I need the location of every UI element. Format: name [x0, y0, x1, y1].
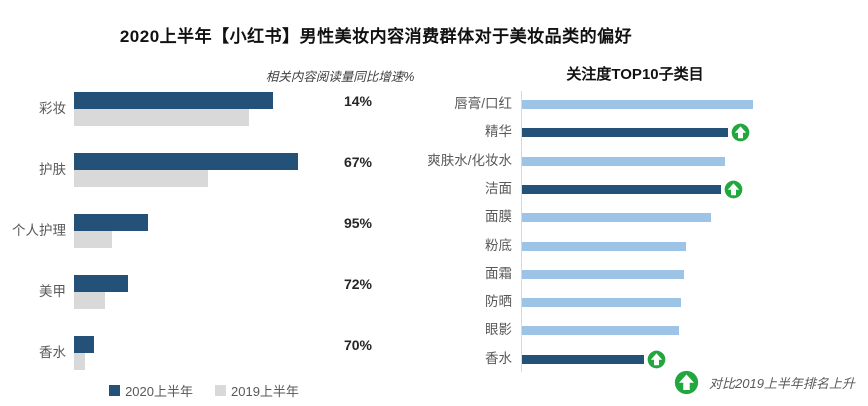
growth-value-3: 72% [343, 276, 373, 292]
legend-swatch-2019 [215, 385, 226, 396]
growth-value-4: 70% [343, 337, 373, 353]
left-category-label: 香水 [39, 345, 66, 360]
legend-label-2020: 2020上半年 [125, 384, 193, 399]
page-title: 2020上半年【小红书】男性美妆内容消费群体对于美妆品类的偏好 [119, 27, 633, 46]
right-category-label: 防晒 [485, 294, 512, 309]
bar-2020-1 [74, 153, 298, 170]
bar-2020-4 [74, 336, 94, 353]
rank-up-arrow-icon [674, 370, 699, 395]
attention-bar-6 [522, 270, 684, 279]
attention-bar-3 [522, 185, 721, 194]
attention-bar-2 [522, 157, 725, 166]
bar-2020-0 [74, 92, 273, 109]
left-category-label: 护肤 [39, 162, 66, 177]
right-category-label: 粉底 [485, 238, 512, 253]
bar-2019-0 [74, 109, 249, 126]
rank-up-arrow-icon [647, 350, 666, 369]
right-category-label: 洁面 [485, 181, 512, 196]
right-category-label: 唇膏/口红 [454, 96, 512, 111]
right-chart-axis-line [521, 91, 522, 372]
legend-label-2019: 2019上半年 [231, 384, 299, 399]
bar-2020-2 [74, 214, 148, 231]
left-category-label: 美甲 [39, 284, 66, 299]
rank-up-footnote: 对比2019上半年排名上升 [674, 370, 855, 395]
right-category-label: 香水 [485, 351, 512, 366]
bar-2020-3 [74, 275, 128, 292]
attention-bar-4 [522, 213, 711, 222]
legend-swatch-2020 [109, 385, 121, 396]
attention-bar-9 [522, 355, 644, 364]
right-category-label: 爽肤水/化妆水 [427, 153, 512, 168]
attention-bar-5 [522, 242, 686, 251]
bar-2019-3 [74, 292, 105, 309]
bar-2019-1 [74, 170, 208, 187]
rank-up-arrow-icon [724, 180, 743, 199]
legend-item-2020: 2020上半年 [109, 381, 193, 400]
right-category-label: 眼影 [485, 322, 512, 337]
rank-up-footnote-text: 对比2019上半年排名上升 [709, 376, 855, 391]
attention-bar-0 [522, 100, 753, 109]
right-category-label: 面膜 [485, 209, 512, 224]
rank-up-arrow-icon [731, 123, 750, 142]
left-category-label: 彩妆 [39, 101, 66, 116]
bar-2019-4 [74, 353, 85, 370]
growth-value-2: 95% [343, 215, 373, 231]
legend: 2020上半年 2019上半年 [74, 381, 334, 400]
right-category-label: 精华 [485, 124, 512, 139]
right-category-label: 面霜 [485, 266, 512, 281]
right-chart-title: 关注度TOP10子类目 [566, 66, 704, 83]
growth-value-0: 14% [343, 93, 373, 109]
left-category-label: 个人护理 [12, 223, 66, 238]
attention-bar-8 [522, 326, 679, 335]
bar-2019-2 [74, 231, 112, 248]
legend-item-2019: 2019上半年 [215, 381, 299, 400]
growth-rate-header: 相关内容阅读量同比增速% [265, 70, 415, 84]
attention-bar-7 [522, 298, 681, 307]
attention-bar-1 [522, 128, 728, 137]
growth-value-1: 67% [343, 154, 373, 170]
